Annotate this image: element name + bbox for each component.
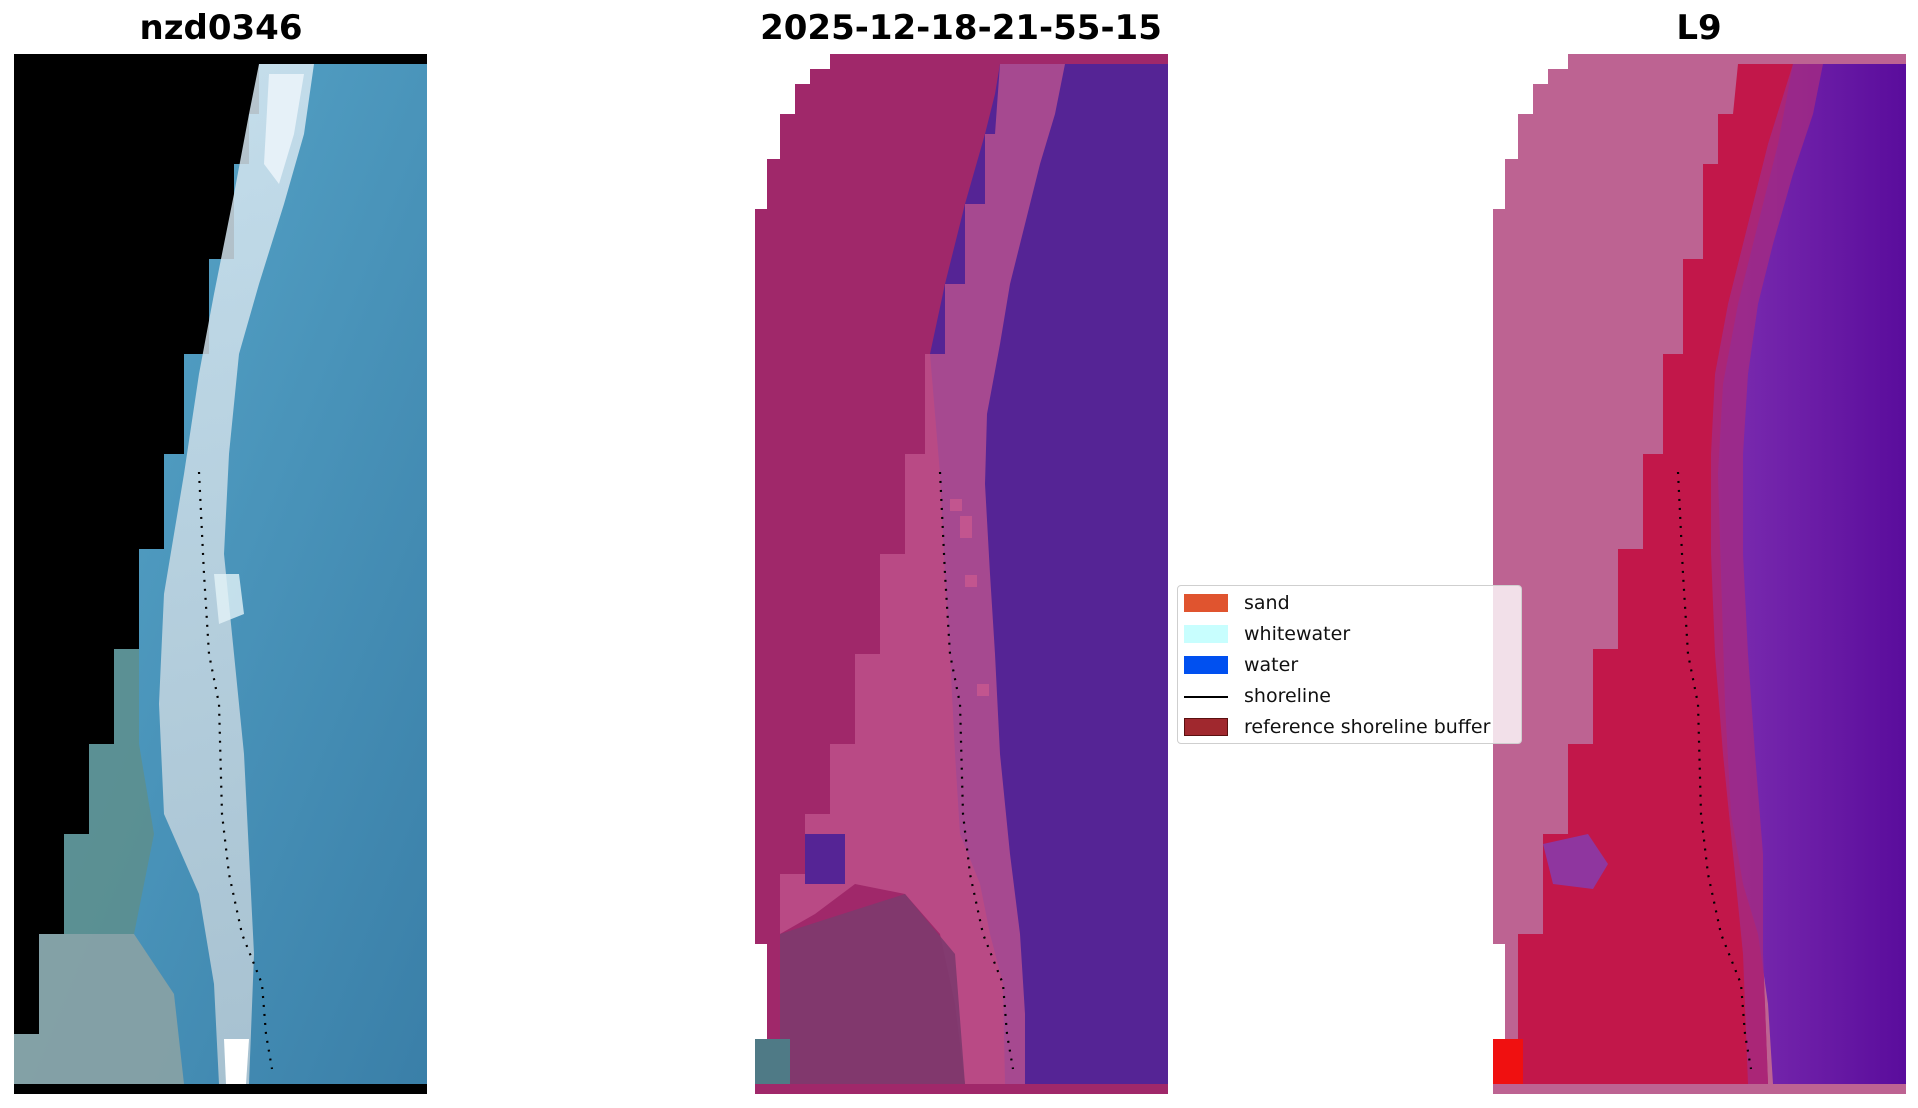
legend-label: whitewater	[1244, 623, 1351, 645]
legend-item-shoreline: shoreline	[1184, 684, 1331, 708]
shoreline-swatch	[1184, 695, 1228, 698]
water-swatch	[1184, 656, 1228, 674]
panel-title-classified: 2025-12-18-21-55-15	[760, 8, 1162, 48]
classified-image	[755, 54, 1168, 1094]
classified-image-panel	[755, 54, 1168, 1094]
legend-label: water	[1244, 654, 1299, 676]
reference-buffer-swatch	[1184, 718, 1228, 736]
legend-item-sand: sand	[1184, 591, 1290, 615]
panel-title-rgb: nzd0346	[139, 8, 303, 48]
rgb-image-panel	[14, 54, 427, 1094]
legend-item-whitewater: whitewater	[1184, 622, 1350, 646]
rgb-image	[14, 54, 427, 1094]
legend: sand whitewater water shoreline referenc…	[1177, 585, 1522, 744]
legend-label: reference shoreline buffer	[1244, 716, 1491, 738]
panel-title-index: L9	[1676, 8, 1722, 48]
whitewater-swatch	[1184, 625, 1228, 643]
index-image	[1493, 54, 1906, 1094]
legend-label: shoreline	[1244, 685, 1331, 707]
sand-swatch	[1184, 594, 1228, 612]
index-image-panel	[1493, 54, 1906, 1094]
legend-item-reference-buffer: reference shoreline buffer	[1184, 715, 1490, 739]
legend-label: sand	[1244, 592, 1290, 614]
legend-item-water: water	[1184, 653, 1298, 677]
